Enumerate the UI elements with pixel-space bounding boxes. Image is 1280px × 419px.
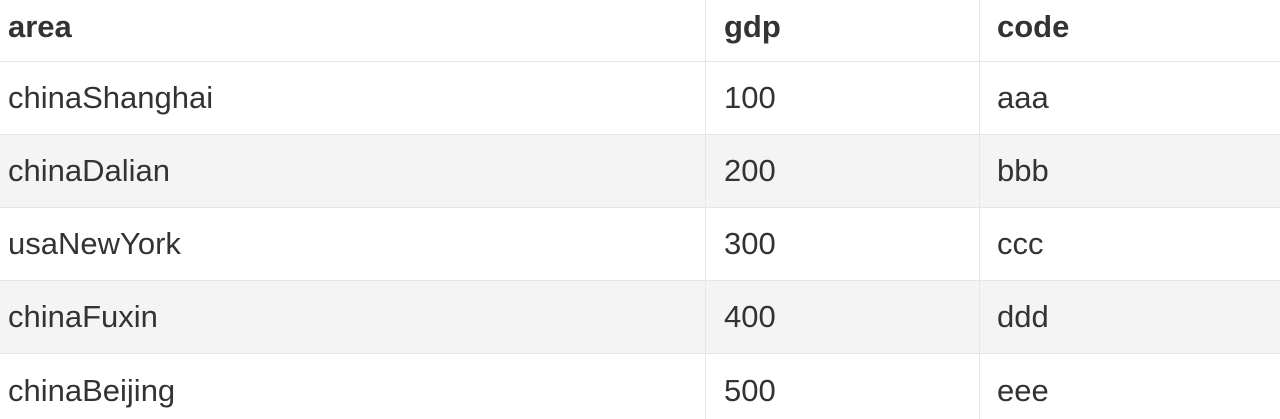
table-row[interactable]: chinaShanghai 100 aaa — [0, 62, 1280, 135]
cell-gdp: 300 — [706, 208, 980, 280]
column-header-gdp[interactable]: gdp — [706, 0, 980, 61]
cell-area: chinaDalian — [0, 135, 706, 207]
column-header-area[interactable]: area — [0, 0, 706, 61]
cell-gdp: 400 — [706, 281, 980, 353]
cell-code: bbb — [997, 153, 1049, 188]
cell-area: usaNewYork — [0, 208, 706, 280]
table-row[interactable]: chinaFuxin 400 ddd — [0, 281, 1280, 354]
cell-code: ddd — [997, 299, 1049, 334]
cell-gdp: 200 — [706, 135, 980, 207]
table-row[interactable]: chinaBeijing 500 eee — [0, 354, 1280, 419]
table-header-row: area gdp code — [0, 0, 1280, 62]
cell-area: chinaFuxin — [0, 281, 706, 353]
cell-area: chinaShanghai — [0, 62, 706, 134]
table-row[interactable]: usaNewYork 300 ccc — [0, 208, 1280, 281]
cell-gdp: 500 — [706, 354, 980, 419]
cell-area: chinaBeijing — [0, 354, 706, 419]
table-row[interactable]: chinaDalian 200 bbb — [0, 135, 1280, 208]
column-header-code[interactable]: code — [997, 9, 1070, 44]
cell-code: eee — [997, 373, 1049, 408]
cell-gdp: 100 — [706, 62, 980, 134]
cell-code: ccc — [997, 226, 1044, 261]
cell-code: aaa — [997, 80, 1049, 115]
